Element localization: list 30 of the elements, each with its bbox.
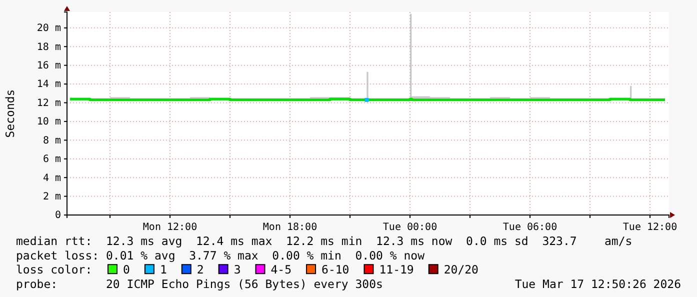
y-tick-label: 14 m [36, 79, 61, 90]
y-tick-label: 8 m [42, 135, 61, 146]
text: 4-5 [270, 262, 292, 277]
y-tick-label: 16 m [36, 60, 61, 72]
y-tick-label: 18 m [36, 42, 61, 53]
x-tick-label: Tue 00:00 [382, 222, 438, 233]
y-tick-label: 12 m [36, 98, 61, 109]
y-tick-label: 0 [54, 210, 61, 222]
text: 3 [234, 262, 241, 277]
y-tick-label: 20 m [36, 23, 61, 34]
x-tick-label: Tue 06:00 [502, 222, 558, 233]
text: 1 [160, 262, 167, 277]
y-tick-label: 2 m [42, 191, 61, 202]
text: 2 [196, 262, 204, 277]
text: loss color: [16, 262, 92, 277]
x-tick-label: Mon 12:00 [142, 222, 198, 233]
text: 6-10 [322, 262, 350, 277]
y-tick-label: 10 m [36, 116, 61, 128]
text: 20/20 [444, 262, 479, 277]
text: median rtt: 12.3 ms avg 12.4 ms max 12.2 ms min 12.3 ms now 0.0 ms sd 323.7 am/s [16, 234, 632, 248]
text: probe: 20 ICMP Echo Pings (56 Bytes) every 300s [16, 276, 383, 291]
text: 0 [123, 262, 130, 277]
x-tick-label: Mon 18:00 [262, 222, 318, 233]
y-tick-label: 6 m [42, 154, 61, 166]
x-tick-label: Tue 12:00 [622, 222, 678, 233]
text: 11-19 [379, 262, 414, 277]
text: packet loss: 0.01 % avg 3.77 % max 0.00 % min 0.00 % now [16, 248, 425, 262]
y-axis-title: Seconds [3, 89, 17, 138]
text: Tue Mar 17 12:50:26 2026 [514, 276, 682, 291]
y-tick-label: 4 m [42, 172, 61, 184]
